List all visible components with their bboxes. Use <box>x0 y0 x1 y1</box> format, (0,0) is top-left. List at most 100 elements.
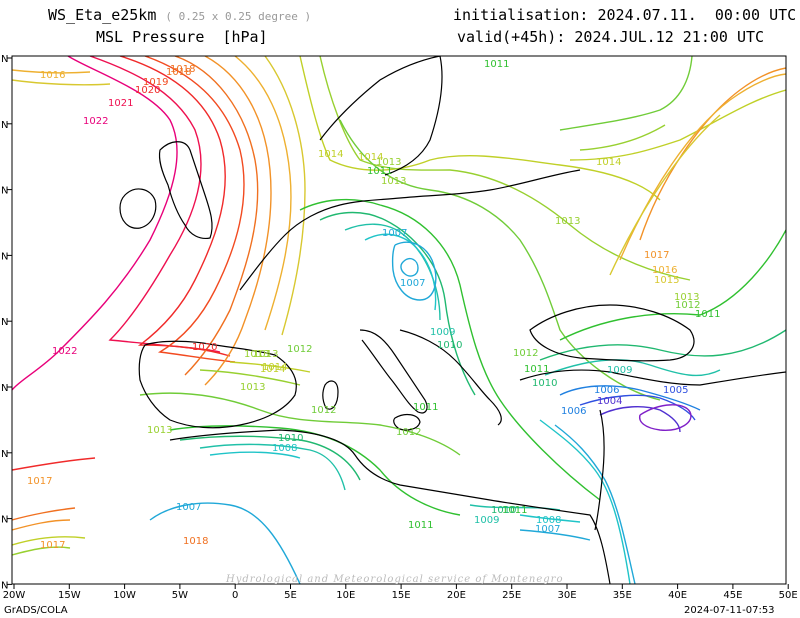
contour-label: 1015 <box>654 275 679 286</box>
contour-label: 1014 <box>358 152 383 163</box>
coast-italy <box>359 329 428 414</box>
contour-label: 1014 <box>596 157 621 168</box>
contour-label: 1007 <box>176 502 201 513</box>
isobar-1008-south <box>209 451 581 523</box>
contour-label: 1017 <box>644 250 669 261</box>
contour-label: 1020 <box>135 85 160 96</box>
lon-label: 30E <box>557 590 576 601</box>
isobar-1018 <box>174 56 259 376</box>
contour-label: 1013 <box>240 382 265 393</box>
valid-time: valid(+45h): 2024.JUL.12 21:00 UTC <box>457 28 765 46</box>
isobar-1018-west <box>12 507 76 521</box>
lon-label: 15W <box>58 590 81 601</box>
lat-label: N <box>1 383 8 394</box>
isobar-1006-east <box>559 385 701 411</box>
coast-anatolia <box>519 369 786 386</box>
isobar-1012-south <box>139 392 461 456</box>
isobar-1013-west <box>12 369 301 556</box>
init-time: initialisation: 2024.07.11. 00:00 UTC <box>453 6 797 24</box>
lon-label: 10W <box>113 590 136 601</box>
model-title: WS_Eta_e25km ( 0.25 x 0.25 degree ) <box>48 6 312 24</box>
lat-label: N <box>1 580 8 591</box>
isobar-1020 <box>119 56 231 357</box>
isobar-1003-east <box>638 404 692 431</box>
contour-label: 1011 <box>524 364 549 375</box>
contour-label: 1014 <box>318 149 343 160</box>
lon-label: 10E <box>336 590 355 601</box>
coast-scandinavia <box>319 56 443 176</box>
lon-label: 0 <box>232 590 238 601</box>
isobar-1014-east <box>569 89 786 161</box>
lon-label: 45E <box>723 590 742 601</box>
contour-label: 1013 <box>147 425 172 436</box>
contour-label: 1009 <box>430 327 455 338</box>
lon-label: 25E <box>502 590 521 601</box>
coast-europe-west <box>239 169 581 291</box>
watermark: Hydrological and Meteorological service … <box>226 574 564 585</box>
contour-label: 1012 <box>287 344 312 355</box>
lon-label: 35E <box>613 590 632 601</box>
isobar-1010-south <box>179 435 361 481</box>
lon-label: 50E <box>779 590 798 601</box>
lon-label: 5W <box>172 590 188 601</box>
contour-label: 1006 <box>594 385 619 396</box>
lat-label: N <box>1 449 8 460</box>
contour-label: 1019 <box>143 77 168 88</box>
isobar-1007-north <box>391 241 437 301</box>
lon-label: 20W <box>3 590 26 601</box>
isobar-1015-east <box>609 114 721 276</box>
contour-label: 1011 <box>695 309 720 320</box>
isobar-1016-east <box>619 73 786 261</box>
coast-sardinia <box>322 380 339 410</box>
contour-label: 1007 <box>400 278 425 289</box>
isobar-1012 <box>339 119 661 401</box>
coast-iberia <box>138 340 297 429</box>
isobar-1019 <box>144 56 245 363</box>
isobar-1014 <box>299 56 661 201</box>
contour-label: 1004 <box>597 396 622 407</box>
isobar-1009-east <box>544 359 721 377</box>
contour-label: 1018 <box>170 64 195 75</box>
isobar-1013 <box>319 56 691 281</box>
isobar-1022 <box>12 56 178 391</box>
isobar-1014-west <box>12 361 311 546</box>
isobar-1007-loop <box>400 258 419 277</box>
isobar-1016 <box>12 56 292 331</box>
contour-label: 1013 <box>555 216 580 227</box>
contour-label: 1011 <box>484 59 509 70</box>
coast-africa <box>169 429 611 584</box>
contour-label: 1010 <box>491 505 516 516</box>
contour-label: 1010 <box>532 378 557 389</box>
lat-label: N <box>1 186 8 197</box>
isobar-1009 <box>344 223 441 321</box>
isobar-1007-east <box>554 424 636 584</box>
lat-label: N <box>1 120 8 131</box>
contour-label: 1010 <box>278 433 303 444</box>
coast-balkans <box>399 329 502 426</box>
lon-label: 5E <box>284 590 297 601</box>
contour-label: 1017 <box>27 476 52 487</box>
field-unit: [hPa] <box>222 28 268 46</box>
contour-label: 1013 <box>253 349 278 360</box>
contour-label: 1016 <box>652 265 677 276</box>
field-name: MSL Pressure <box>96 28 205 46</box>
isobar-layer <box>12 56 786 584</box>
contour-label: 1005 <box>663 385 688 396</box>
contour-label: 1011 <box>408 520 433 531</box>
isobar-1007-south <box>149 502 591 584</box>
isobar-1017 <box>204 56 272 386</box>
coastlines <box>119 56 786 584</box>
contour-label: 1012 <box>513 348 538 359</box>
contour-label: 1012 <box>396 427 421 438</box>
isobar-1008-east <box>539 419 631 584</box>
contour-label: 1013 <box>376 157 401 168</box>
contour-label: 1012 <box>311 405 336 416</box>
contour-label: 1007 <box>535 524 560 535</box>
contour-label: 1016 <box>40 70 65 81</box>
contour-label: 1022 <box>52 346 77 357</box>
map-frame <box>11 55 787 585</box>
contour-label: 1013 <box>674 292 699 303</box>
coast-britain <box>158 141 213 240</box>
contour-label: 1009 <box>607 365 632 376</box>
